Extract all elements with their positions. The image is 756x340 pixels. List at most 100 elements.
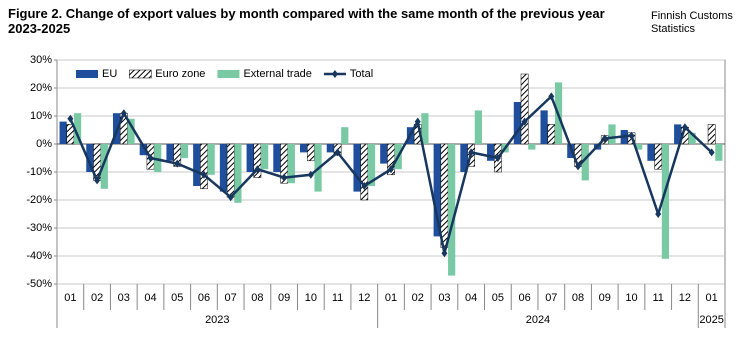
x-tick-label: 12 [679,292,691,304]
bar [433,144,441,237]
bar [635,144,643,150]
line-marker [120,109,127,118]
line-marker [708,148,715,157]
source-note: Finnish Customs Statistics [651,10,733,35]
line-marker [94,176,101,185]
x-tick-label: 04 [144,292,156,304]
bar [226,143,235,198]
x-tick-label: 04 [465,292,477,304]
legend-swatch [76,70,98,78]
bar [219,144,228,192]
legend-label: Total [350,68,373,80]
y-tick-label: 20% [30,82,52,94]
bar [608,124,616,144]
bar [306,143,315,162]
x-tick-label: 01 [706,292,718,304]
x-tick-label: 10 [305,292,317,304]
bar [166,144,174,161]
x-tick-label: 11 [652,292,663,304]
x-tick-label: 05 [171,292,183,304]
x-tick-label: 01 [64,292,76,304]
line-marker [414,117,421,126]
bar [300,144,308,153]
bar [73,113,82,144]
bar [440,143,449,248]
line-marker [281,173,288,182]
bar [280,143,288,184]
line-marker [361,182,368,190]
bar [100,144,108,189]
bar [421,113,429,144]
bar [581,144,589,181]
bar [474,110,482,144]
line-marker [174,159,181,168]
bar [448,144,456,276]
legend-label: Euro zone [155,68,205,80]
bar [513,102,521,144]
bar [387,143,395,176]
bar [127,118,135,144]
bar [528,144,536,150]
line-marker [200,170,207,179]
x-tick-label: 07 [545,292,557,304]
x-tick-label: 02 [412,292,424,304]
line-marker [254,165,261,174]
bar [715,144,723,161]
legend: EU Euro zone External trade Total [70,64,392,84]
legend-swatch [217,70,240,78]
line-marker [441,249,448,258]
x-tick-label: 03 [118,292,130,304]
x-tick-label: 10 [625,292,637,304]
bar [460,144,468,172]
bar [341,127,349,144]
line-marker [575,162,582,171]
line-marker [388,165,394,174]
y-tick-label: 0% [36,138,52,150]
line-marker [227,193,234,202]
x-tick-label: 06 [198,292,210,304]
line-marker [628,131,635,140]
year-label: 2024 [526,314,550,326]
legend-label: External trade [243,68,311,80]
line-marker [147,154,154,162]
line-marker [67,114,74,123]
year-label: 2025 [699,314,723,326]
bar [200,143,208,190]
line-marker [521,117,528,126]
x-tick-label: 08 [251,292,263,304]
bar [154,144,162,172]
y-tick-label: -40% [26,250,52,262]
bar [707,124,716,145]
line-marker [307,170,314,179]
x-tick-label: 01 [385,292,397,304]
x-tick-label: 05 [492,292,504,304]
bar [273,144,281,172]
y-tick-label: -30% [26,222,52,234]
bar [547,124,556,145]
bar [674,124,682,144]
legend-swatch [129,69,152,79]
y-tick-label: -10% [26,166,52,178]
y-tick-label: -20% [26,194,52,206]
bar [380,144,388,164]
chart-title: Figure 2. Change of export values by mon… [8,6,605,36]
bar [246,144,254,172]
x-tick-label: 08 [572,292,584,304]
bar [261,144,269,170]
bar [234,144,242,203]
bar [360,143,369,201]
line-marker [601,134,608,143]
bar [647,144,655,161]
year-label: 2023 [205,314,229,326]
line-marker [494,154,501,162]
bar [86,144,94,172]
bar [487,144,495,161]
x-tick-label: 09 [599,292,611,304]
x-tick-label: 11 [332,292,343,304]
bar [353,144,361,192]
bar [326,144,334,153]
line-marker [655,210,662,218]
x-tick-label: 06 [518,292,530,304]
legend-swatch [331,70,338,78]
bar [661,144,670,259]
